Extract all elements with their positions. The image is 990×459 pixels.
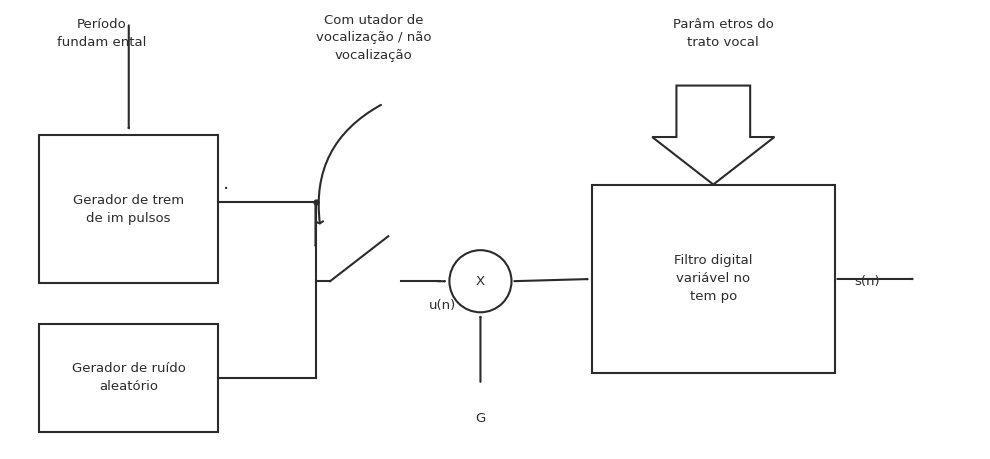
Text: G: G xyxy=(475,412,485,425)
Text: s(n): s(n) xyxy=(854,275,879,288)
Text: X: X xyxy=(476,275,485,288)
Text: Com utador de
vocalização / não
vocalização: Com utador de vocalização / não vocaliza… xyxy=(316,14,432,62)
Text: Filtro digital
variável no
tem po: Filtro digital variável no tem po xyxy=(674,254,752,303)
Bar xyxy=(39,324,219,432)
Text: Parâm etros do
trato vocal: Parâm etros do trato vocal xyxy=(672,18,773,49)
Text: Gerador de trem
de im pulsos: Gerador de trem de im pulsos xyxy=(73,194,184,225)
Text: u(n): u(n) xyxy=(429,299,456,312)
Bar xyxy=(592,185,835,374)
Text: Gerador de ruído
aleatório: Gerador de ruído aleatório xyxy=(72,363,186,393)
Text: Período
fundam ental: Período fundam ental xyxy=(57,18,147,49)
Polygon shape xyxy=(652,85,774,185)
Bar xyxy=(39,135,219,284)
Text: .: . xyxy=(224,174,230,193)
